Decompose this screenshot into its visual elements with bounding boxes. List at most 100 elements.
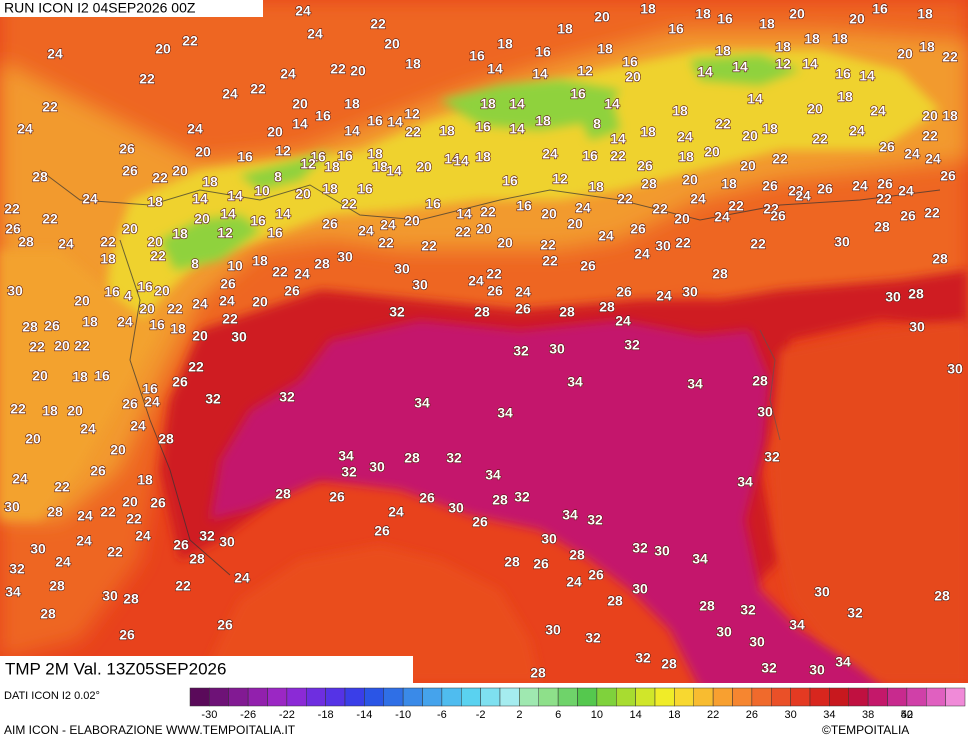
temperature-label: 24 (80, 421, 96, 437)
temperature-label: 26 (877, 176, 893, 192)
legend-swatch (887, 687, 908, 707)
temperature-label: 22 (922, 128, 938, 144)
temperature-label: 24 (468, 273, 484, 289)
temperature-label: 16 (142, 381, 158, 397)
temperature-label: 34 (562, 507, 578, 523)
legend-swatch (926, 687, 946, 707)
temperature-label: 12 (577, 63, 593, 79)
temperature-label: 28 (32, 169, 48, 185)
temperature-label: 20 (172, 163, 188, 179)
temperature-label: 32 (632, 540, 648, 556)
temperature-label: 34 (789, 617, 805, 633)
temperature-label: 16 (516, 198, 532, 214)
temperature-label: 24 (280, 66, 296, 82)
temperature-label: 24 (634, 246, 650, 262)
temperature-label: 26 (637, 158, 653, 174)
temperature-label: 26 (630, 221, 646, 237)
temperature-label: 26 (119, 627, 135, 643)
temperature-label: 24 (925, 151, 941, 167)
temperature-label: 14 (604, 96, 620, 112)
temperature-label: 18 (588, 179, 604, 195)
temperature-label: 20 (922, 108, 938, 124)
temperature-label: 30 (682, 284, 698, 300)
temperature-label: 28 (569, 547, 585, 563)
temperature-label: 28 (18, 234, 34, 250)
legend-swatch (441, 687, 462, 707)
legend-tick-label: -26 (240, 709, 256, 721)
temperature-label: 30 (394, 261, 410, 277)
temperature-label: 16 (367, 113, 383, 129)
temperature-label: 18 (324, 159, 340, 175)
temperature-label: 24 (515, 284, 531, 300)
legend-swatch (402, 687, 423, 707)
legend-tick-label: 26 (746, 709, 758, 721)
temperature-label: 20 (25, 431, 41, 447)
temperature-label: 24 (294, 266, 310, 282)
temperature-label: 26 (329, 489, 345, 505)
temperature-label: 18 (497, 36, 513, 52)
temperature-label: 12 (552, 171, 568, 187)
temperature-label: 28 (158, 431, 174, 447)
temperature-label: 30 (749, 634, 765, 650)
temperature-label: 32 (624, 337, 640, 353)
temperature-label: 34 (737, 474, 753, 490)
temperature-label: 14 (697, 64, 713, 80)
legend-swatch (519, 687, 539, 707)
legend-tick-label: -6 (437, 709, 447, 721)
temperature-label: 32 (587, 512, 603, 528)
temperature-label: 28 (404, 450, 420, 466)
temperature-label: 22 (788, 183, 804, 199)
temperature-label: 18 (762, 121, 778, 137)
legend-tick-label: 6 (555, 709, 561, 721)
temperature-label: 24 (307, 26, 323, 42)
temperature-label: 18 (480, 96, 496, 112)
temperature-label: 20 (54, 338, 70, 354)
temperature-label: 22 (942, 49, 958, 65)
legend-swatch (693, 687, 714, 707)
temperature-label: 24 (17, 121, 33, 137)
temperature-label: 22 (74, 338, 90, 354)
temperature-label: 32 (740, 602, 756, 618)
temperature-label: 14 (387, 114, 403, 130)
legend-swatch (286, 687, 307, 707)
temperature-label: 34 (692, 551, 708, 567)
temperature-label: 18 (640, 124, 656, 140)
temperature-label: 26 (487, 283, 503, 299)
temperature-label: 18 (837, 89, 853, 105)
temperature-label: 24 (144, 394, 160, 410)
temperature-label: 16 (94, 368, 110, 384)
legend-swatch (344, 687, 365, 707)
temperature-label: 10 (227, 258, 243, 274)
legend-swatch (325, 687, 346, 707)
temperature-label: 16 (137, 279, 153, 295)
temperature-label: 14 (192, 191, 208, 207)
temperature-label: 24 (77, 508, 93, 524)
legend-tick-label: -22 (279, 709, 295, 721)
temperature-label: 20 (295, 186, 311, 202)
legend-swatch (557, 687, 578, 707)
temperature-label: 20 (384, 36, 400, 52)
temperature-label: 28 (492, 492, 508, 508)
temperature-label: 26 (284, 283, 300, 299)
temperature-label: 4 (124, 288, 132, 304)
temperature-label: 26 (419, 490, 435, 506)
temperature-label: 34 (687, 376, 703, 392)
legend-tick-label: -30 (201, 709, 217, 721)
temperature-label: 22 (772, 151, 788, 167)
temperature-label: 14 (732, 59, 748, 75)
temperature-label: 22 (42, 211, 58, 227)
legend-swatch (364, 687, 384, 707)
temperature-label: 14 (444, 151, 460, 167)
temperature-label: 32 (761, 660, 777, 676)
temperature-label: 22 (378, 235, 394, 251)
temperature-label: 22 (126, 511, 142, 527)
legend-tick-label: 14 (630, 709, 642, 721)
temperature-label: 16 (668, 21, 684, 37)
temperature-label: 26 (173, 537, 189, 553)
temperature-label: 30 (369, 459, 385, 475)
temperature-label: 28 (752, 373, 768, 389)
temperature-label: 18 (942, 108, 958, 124)
legend-swatch (228, 687, 249, 707)
temperature-label: 22 (42, 99, 58, 115)
